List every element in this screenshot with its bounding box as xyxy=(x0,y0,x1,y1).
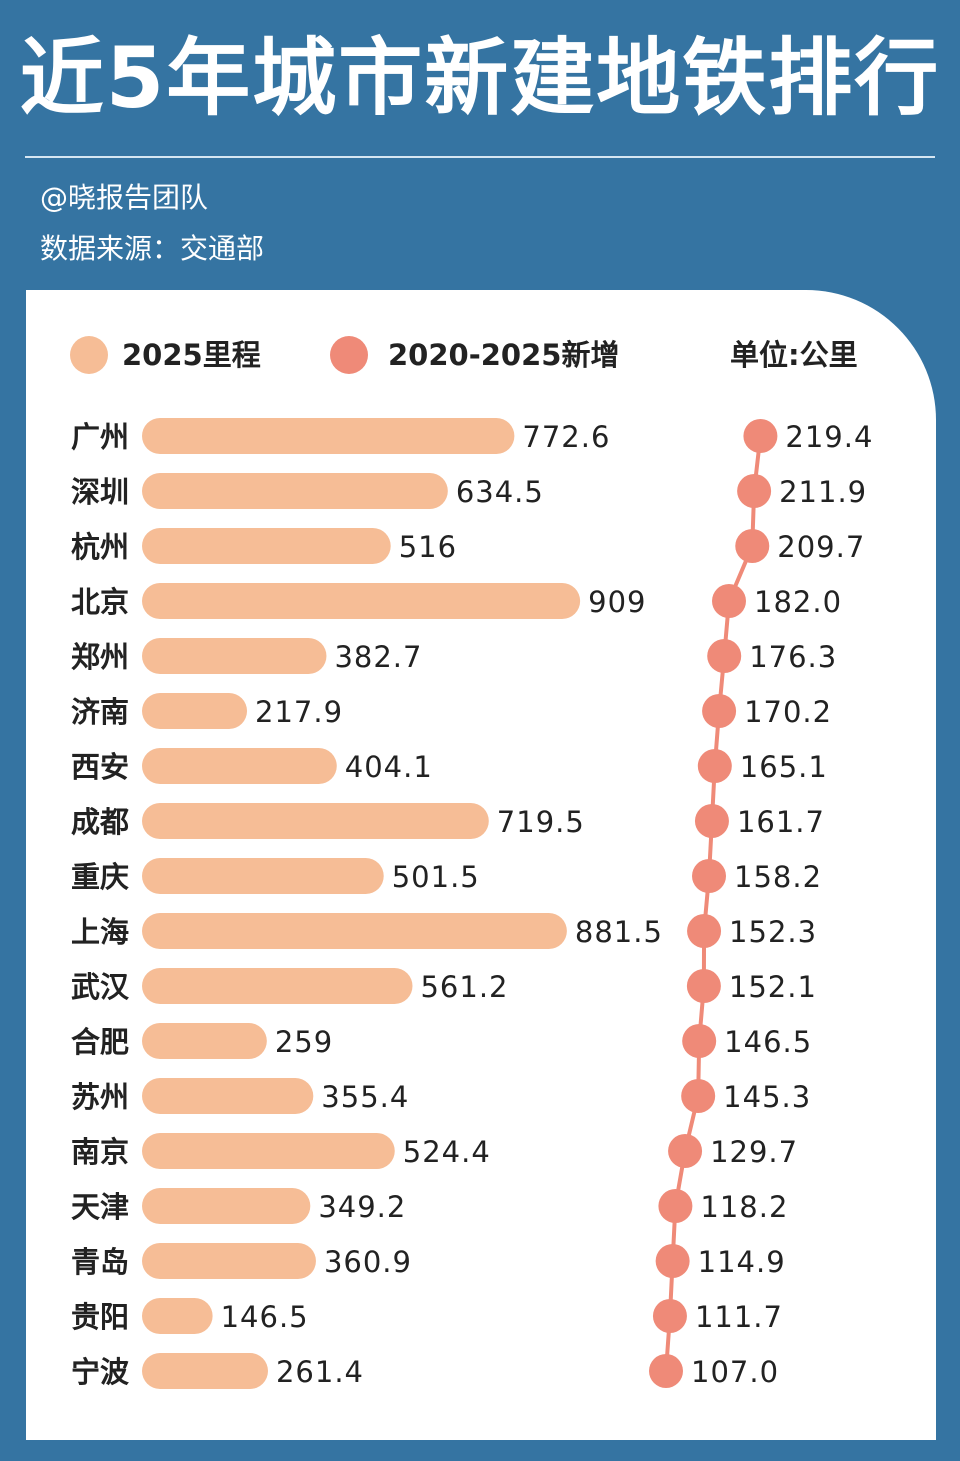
mileage-value-label: 719.5 xyxy=(497,805,585,839)
mileage-value-label: 561.2 xyxy=(420,970,508,1004)
city-label: 合肥 xyxy=(71,1025,129,1059)
city-label: 广州 xyxy=(71,420,129,454)
mileage-value-label: 634.5 xyxy=(456,475,544,509)
increase-dot xyxy=(687,969,721,1003)
chart-card: 2025里程 2020-2025新增 单位:公里 广州 772.6 219.4 深圳 6… xyxy=(26,290,936,1440)
author-credit: @晓报告团队 xyxy=(40,180,208,216)
mileage-value-label: 524.4 xyxy=(403,1135,491,1169)
city-label: 深圳 xyxy=(71,475,129,509)
mileage-bar xyxy=(142,1188,310,1224)
mileage-value-label: 261.4 xyxy=(276,1355,364,1389)
increase-value-label: 118.2 xyxy=(700,1190,788,1224)
city-label: 南京 xyxy=(71,1135,129,1169)
mileage-value-label: 360.9 xyxy=(324,1245,412,1279)
city-label: 上海 xyxy=(71,915,129,949)
mileage-value-label: 516 xyxy=(399,530,457,564)
increase-value-label: 152.1 xyxy=(729,970,817,1004)
increase-value-label: 152.3 xyxy=(729,915,817,949)
increase-dot xyxy=(681,1079,715,1113)
city-label: 郑州 xyxy=(71,640,129,674)
mileage-value-label: 355.4 xyxy=(321,1080,409,1114)
increase-dot xyxy=(743,419,777,453)
data-source: 数据来源：交通部 xyxy=(40,231,264,267)
increase-value-label: 176.3 xyxy=(749,640,837,674)
mileage-bar xyxy=(142,473,448,509)
increase-dot xyxy=(653,1299,687,1333)
city-label: 青岛 xyxy=(71,1245,129,1279)
increase-connector-line xyxy=(666,436,760,1371)
city-label: 贵阳 xyxy=(71,1300,129,1334)
mileage-bar xyxy=(142,638,326,674)
increase-dot xyxy=(668,1134,702,1168)
mileage-bar xyxy=(142,693,247,729)
increase-value-label: 209.7 xyxy=(777,530,865,564)
mileage-value-label: 404.1 xyxy=(345,750,433,784)
mileage-bar xyxy=(142,528,391,564)
increase-value-label: 111.7 xyxy=(695,1300,783,1334)
increase-dot xyxy=(687,914,721,948)
increase-dot xyxy=(698,749,732,783)
city-label: 西安 xyxy=(71,750,129,784)
increase-dot xyxy=(682,1024,716,1058)
mileage-bar xyxy=(142,583,580,619)
increase-value-label: 145.3 xyxy=(723,1080,811,1114)
increase-value-label: 211.9 xyxy=(779,475,867,509)
mileage-bar xyxy=(142,1243,316,1279)
mileage-bar xyxy=(142,858,384,894)
mileage-bar xyxy=(142,968,412,1004)
increase-value-label: 182.0 xyxy=(754,585,842,619)
increase-dot xyxy=(658,1189,692,1223)
mileage-value-label: 349.2 xyxy=(318,1190,406,1224)
mileage-bar xyxy=(142,418,514,454)
mileage-bar xyxy=(142,803,489,839)
mileage-bar xyxy=(142,1078,313,1114)
increase-value-label: 161.7 xyxy=(737,805,825,839)
increase-value-label: 165.1 xyxy=(740,750,828,784)
mileage-value-label: 501.5 xyxy=(392,860,480,894)
increase-dot xyxy=(712,584,746,618)
page-title: 近5年城市新建地铁排行 xyxy=(0,28,960,128)
increase-dot xyxy=(707,639,741,673)
city-label: 天津 xyxy=(71,1190,129,1224)
mileage-bar xyxy=(142,748,337,784)
city-label: 成都 xyxy=(71,805,129,839)
mileage-value-label: 881.5 xyxy=(575,915,663,949)
mileage-value-label: 382.7 xyxy=(334,640,422,674)
increase-dot xyxy=(692,859,726,893)
increase-dot xyxy=(735,529,769,563)
increase-value-label: 219.4 xyxy=(785,420,873,454)
mileage-bar xyxy=(142,913,567,949)
mileage-value-label: 772.6 xyxy=(522,420,610,454)
increase-value-label: 170.2 xyxy=(744,695,832,729)
increase-dot xyxy=(649,1354,683,1388)
city-label: 重庆 xyxy=(71,860,129,894)
increase-dot xyxy=(737,474,771,508)
city-label: 济南 xyxy=(71,695,129,729)
increase-dot xyxy=(656,1244,690,1278)
mileage-value-label: 909 xyxy=(588,585,646,619)
increase-value-label: 114.9 xyxy=(698,1245,786,1279)
mileage-bar xyxy=(142,1298,213,1334)
city-label: 杭州 xyxy=(71,530,129,564)
mileage-value-label: 146.5 xyxy=(221,1300,309,1334)
chart-svg: 广州 772.6 219.4 深圳 634.5 211.9 杭州 516 209.7 北京 909 1… xyxy=(26,290,936,1440)
increase-value-label: 146.5 xyxy=(724,1025,812,1059)
increase-value-label: 129.7 xyxy=(710,1135,798,1169)
increase-dot xyxy=(702,694,736,728)
mileage-bar xyxy=(142,1023,267,1059)
mileage-value-label: 217.9 xyxy=(255,695,343,729)
mileage-bar xyxy=(142,1133,395,1169)
city-label: 武汉 xyxy=(71,970,130,1004)
city-label: 苏州 xyxy=(71,1080,129,1114)
increase-dot xyxy=(695,804,729,838)
city-label: 北京 xyxy=(71,585,129,619)
increase-value-label: 107.0 xyxy=(691,1355,779,1389)
city-label: 宁波 xyxy=(71,1355,130,1389)
mileage-value-label: 259 xyxy=(275,1025,333,1059)
mileage-bar xyxy=(142,1353,268,1389)
title-divider xyxy=(25,156,935,158)
increase-value-label: 158.2 xyxy=(734,860,822,894)
